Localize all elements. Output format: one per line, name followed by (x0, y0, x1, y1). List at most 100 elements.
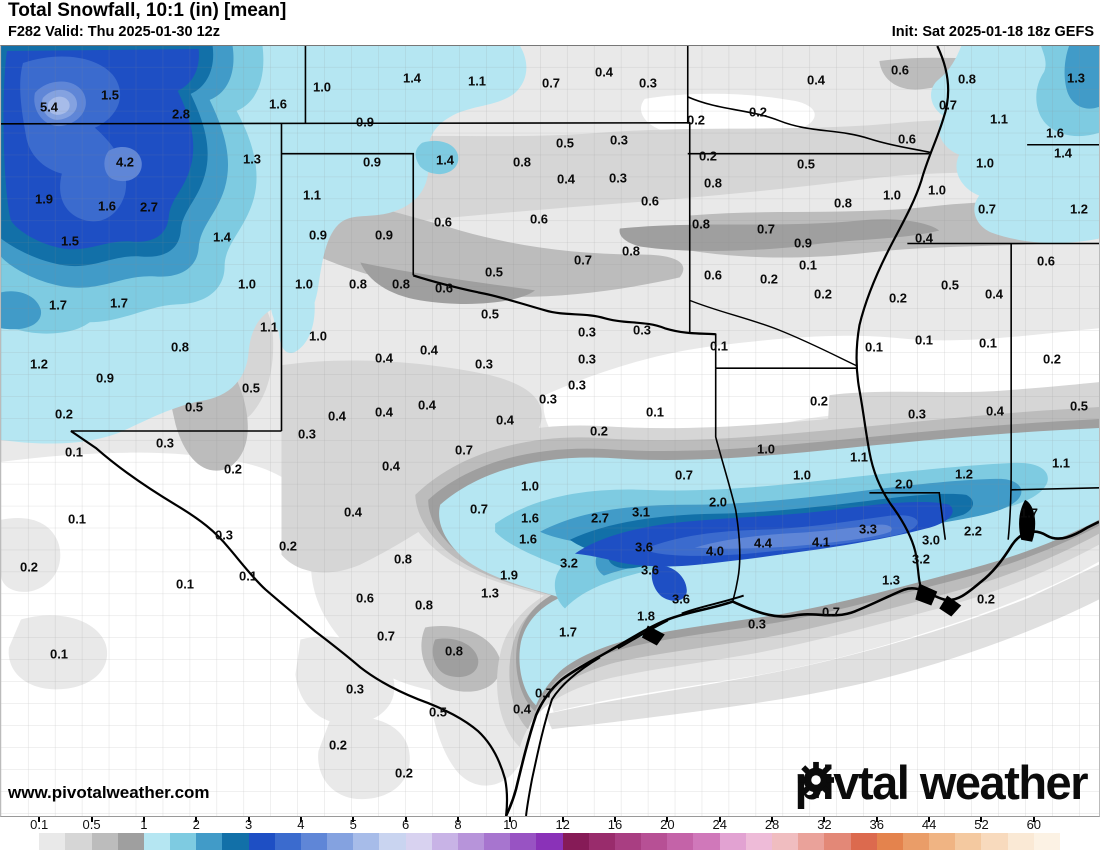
snowfall-value-label: 1.1 (849, 449, 869, 465)
colorbar-tick-label: 4 (297, 817, 305, 832)
snowfall-value-label: 0.2 (698, 148, 718, 164)
colorbar-tickmark (980, 817, 983, 822)
snowfall-value-label: 0.4 (914, 230, 934, 246)
colorbar-cell (771, 833, 799, 850)
colorbar-tickmark (247, 817, 250, 822)
snowfall-value-label: 0.6 (1036, 253, 1056, 269)
colorbar-cell (327, 833, 354, 850)
snowfall-value-label: 0.2 (54, 406, 74, 422)
colorbar-legend: 0.1 0.5 1 2 3 4 5 6 8 10 12 16 20 24 28 32 36 44 52 60 (0, 817, 1100, 850)
snowfall-value-label: 1.4 (402, 70, 422, 86)
snowfall-value-label: 0.4 (327, 408, 347, 424)
snowfall-value-label: 1.2 (954, 466, 974, 482)
colorbar-cell (850, 833, 877, 850)
snowfall-value-label: 4.2 (115, 154, 135, 170)
snowfall-value-label: 0.1 (914, 332, 934, 348)
colorbar-cell (745, 833, 772, 850)
snowfall-map: 5.4 1.5 2.8 1.6 4.2 1.3 1.9 1.6 2.7 1.4 1.5 1.0 1.4 1… (0, 45, 1100, 817)
colorbar-cell (117, 833, 144, 850)
snowfall-value-label: 0.2 (813, 286, 833, 302)
colorbar-tick-label: 16 (607, 817, 623, 832)
gear-icon (797, 761, 834, 799)
snowfall-value-label: 0.4 (417, 397, 437, 413)
snowfall-value-label: 0.3 (632, 322, 652, 338)
snowfall-value-label: 0.6 (434, 280, 454, 296)
snowfall-value-label: 0.1 (67, 511, 87, 527)
snowfall-value-label: 2.8 (171, 106, 191, 122)
colorbar-cell (431, 833, 458, 850)
snowfall-value-label: 0.7 (821, 604, 841, 620)
snowfall-value-label: 0.5 (555, 135, 575, 151)
snowfall-value-label: 3.1 (631, 504, 651, 520)
snowfall-value-label: 0.4 (806, 72, 826, 88)
snowfall-value-label: 0.8 (170, 339, 190, 355)
colorbar-cells (13, 833, 1060, 850)
colorbar-tickmark (561, 817, 564, 822)
snowfall-value-label: 0.2 (759, 271, 779, 287)
colorbar-cell (248, 833, 275, 850)
colorbar-tick-label: 0.5 (82, 817, 101, 832)
snowfall-value-label: 1.4 (212, 229, 232, 245)
snowfall-value-label: 0.8 (691, 216, 711, 232)
snowfall-value-label: 0.3 (214, 527, 234, 543)
snowfall-value-label: 1.0 (927, 182, 947, 198)
snowfall-value-label: 0.3 (297, 426, 317, 442)
colorbar-tick-label: 2 (192, 817, 200, 832)
snowfall-value-label: 0.7 (541, 75, 561, 91)
snowfall-value-label: 0.2 (748, 104, 768, 120)
map-svg (1, 46, 1099, 816)
snowfall-value-label: 1.1 (1051, 455, 1071, 471)
snowfall-value-label: 0.2 (589, 423, 609, 439)
colorbar-tick-label: 0.1 (30, 817, 49, 832)
snowfall-value-label: 0.3 (155, 435, 175, 451)
colorbar-cell (170, 833, 197, 850)
snowfall-value-label: 1.0 (237, 276, 257, 292)
snowfall-value-label: 1.3 (1066, 70, 1086, 86)
snowfall-value-label: 0.3 (474, 356, 494, 372)
snowfall-value-label: 1.1 (302, 187, 322, 203)
colorbar-cell (91, 833, 118, 850)
snowfall-value-label: 1.6 (268, 96, 288, 112)
snowfall-value-label: 0.8 (444, 643, 464, 659)
snowfall-value-label: 0.2 (278, 538, 298, 554)
snowfall-value-label: 0.6 (897, 131, 917, 147)
colorbar-cell (484, 833, 511, 850)
snowfall-value-label: 1.9 (499, 567, 519, 583)
colorbar-tick-label: 36 (869, 817, 884, 832)
snowfall-value-label: 0.9 (362, 154, 382, 170)
colorbar-tick-label: 28 (764, 817, 780, 832)
colorbar-cell (379, 833, 406, 850)
watermark-url: www.pivotalweather.com (8, 783, 210, 802)
snowfall-value-label: 0.7 (674, 467, 694, 483)
snowfall-value-label: 4.1 (811, 534, 831, 550)
snowfall-value-label: 0.8 (391, 276, 411, 292)
colorbar-tickmark (718, 817, 721, 822)
colorbar-tick-label: 10 (503, 817, 518, 832)
snowfall-value-label: 1.6 (97, 198, 117, 214)
snowfall-value-label: 1.0 (792, 467, 812, 483)
snowfall-value-label: 0.1 (798, 257, 818, 273)
colorbar-cell (798, 833, 825, 850)
bays-and-delta (641, 499, 1036, 646)
snowfall-value-label: 0.6 (529, 211, 549, 227)
snowfall-value-label: 4.4 (753, 535, 773, 551)
colorbar-tickmark (404, 817, 407, 822)
snowfall-value-label: 0.8 (348, 276, 368, 292)
snowfall-value-label: 0.2 (976, 591, 996, 607)
colorbar-tickmark (38, 817, 41, 822)
snowfall-value-label: 1.0 (756, 441, 776, 457)
snowfall-value-label: 0.8 (957, 71, 977, 87)
snowfall-value-label: 0.7 (534, 685, 554, 701)
colorbar-cell (13, 833, 40, 850)
snowfall-value-label: 2.7 (139, 199, 159, 215)
snowfall-value-label: 0.4 (985, 403, 1005, 419)
snowfall-value-label: 0.7 (469, 501, 489, 517)
colorbar-cell (641, 833, 668, 850)
snowfall-value-label: 1.6 (518, 531, 538, 547)
river-lines (70, 46, 950, 816)
colorbar-cell (955, 833, 982, 850)
snowfall-value-label: 1.3 (242, 151, 262, 167)
snowfall-value-label: 0.1 (645, 404, 665, 420)
snowfall-value-label: 0.1 (64, 444, 84, 460)
arkansas-river (689, 299, 858, 367)
